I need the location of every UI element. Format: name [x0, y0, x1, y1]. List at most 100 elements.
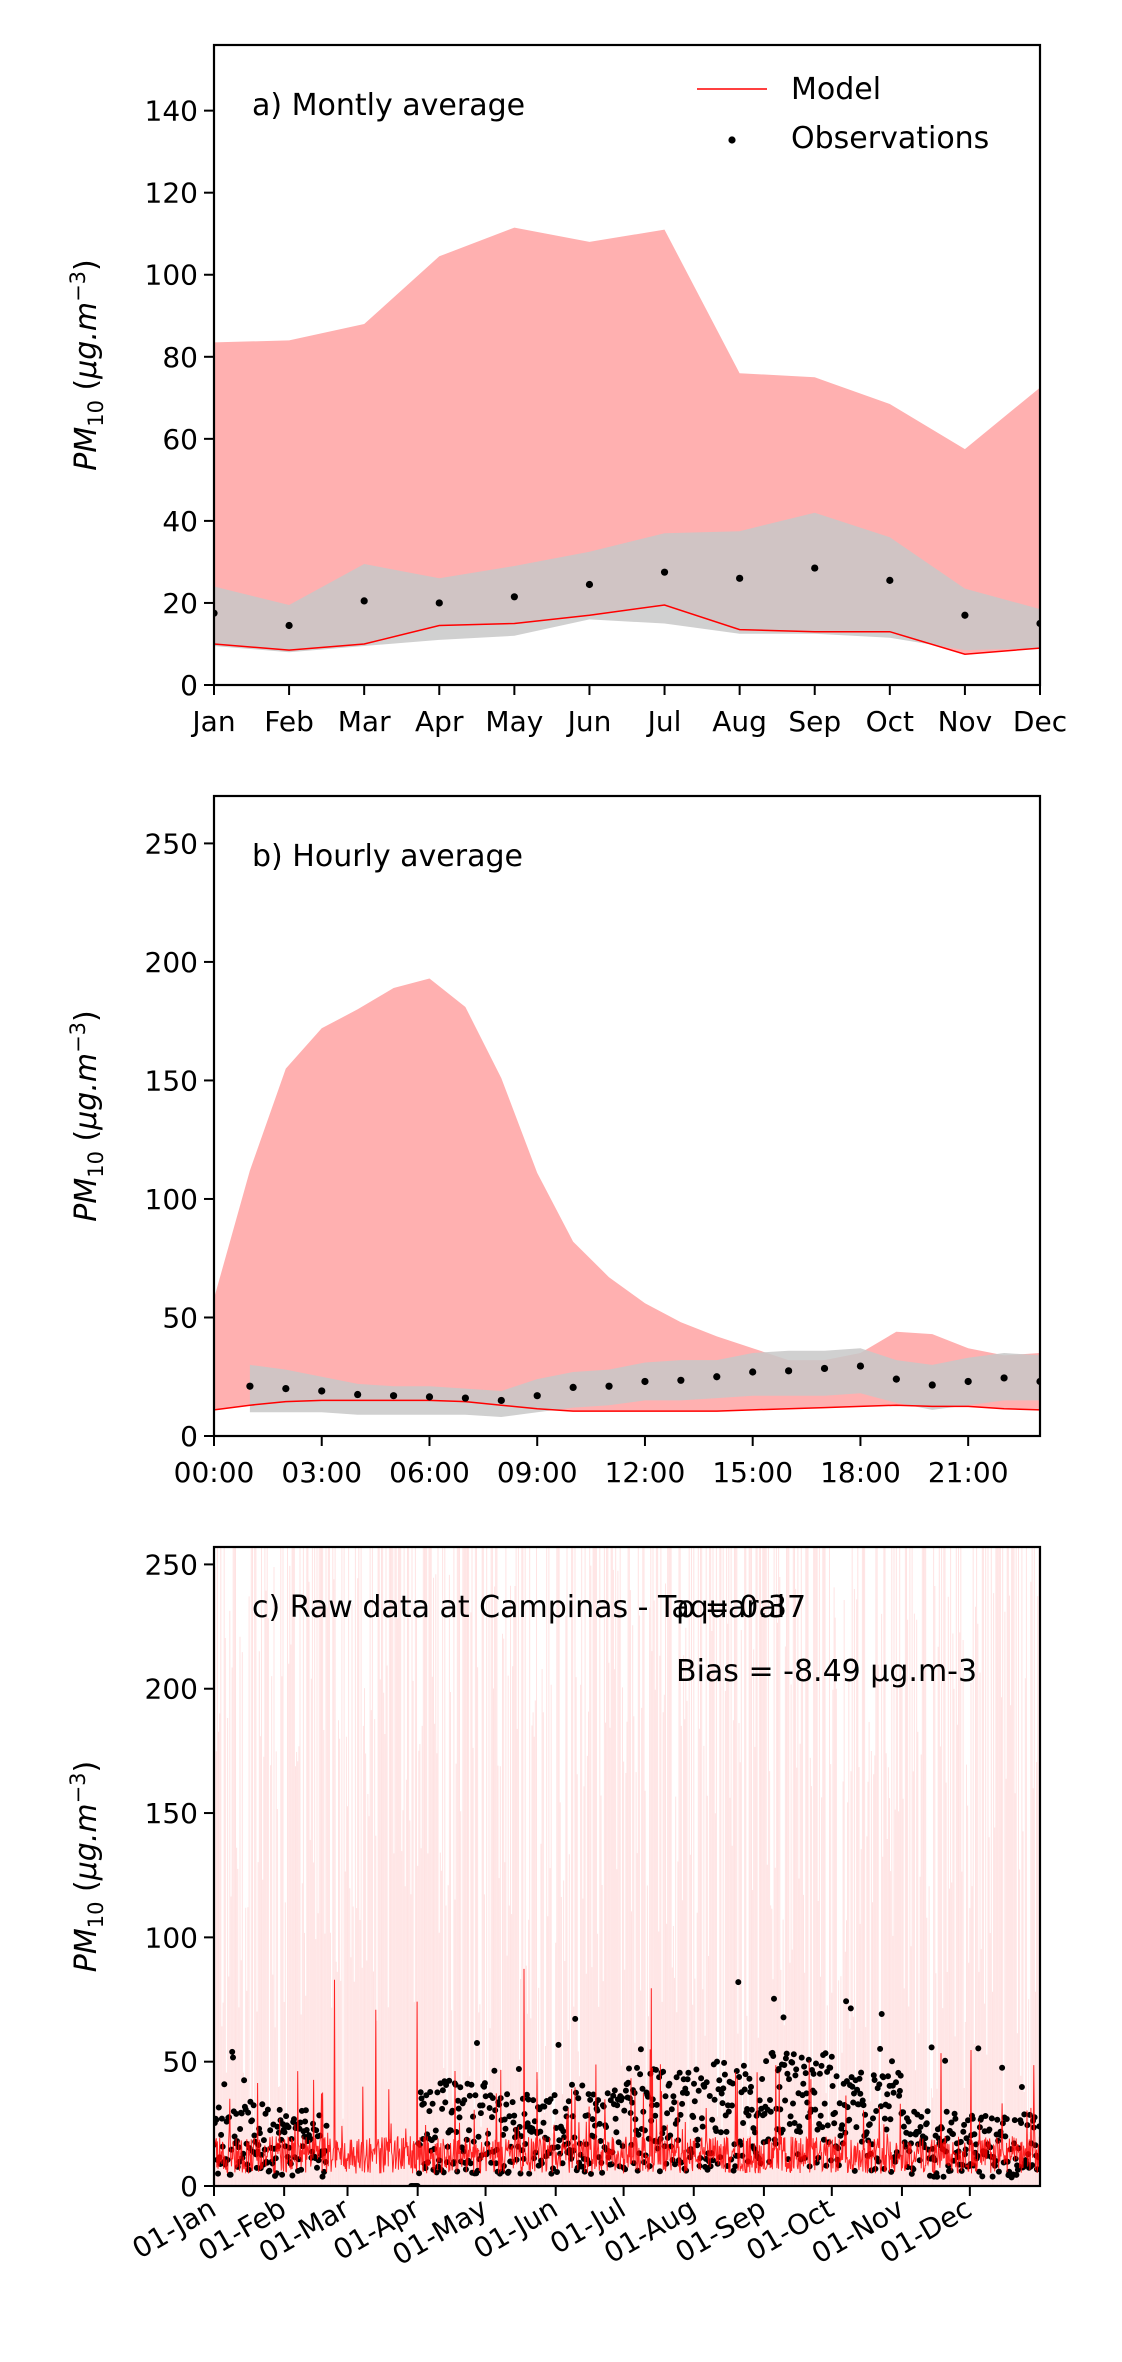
y-axis-label-part: μg.m — [69, 1053, 104, 1131]
legend: Model Observations — [697, 72, 989, 156]
y-tick-label: 40 — [162, 505, 198, 538]
x-tick-label: Aug — [712, 705, 767, 738]
observation-point — [497, 1396, 505, 1405]
y-axis-label-part: PM — [69, 1928, 104, 1972]
y-tick-label: 140 — [145, 95, 198, 128]
observation-point — [285, 621, 293, 630]
y-tick-label: 20 — [162, 587, 198, 620]
x-tick-label: 03:00 — [281, 1456, 362, 1489]
observation-point — [961, 611, 969, 619]
observation-point — [886, 576, 894, 584]
observation-point — [641, 1377, 649, 1386]
correlation-annotation: ρ = 0.37 — [676, 1590, 806, 1625]
y-axis-label-part: −3 — [66, 271, 90, 302]
y-axis-label: PM10 (μg.m−3) — [66, 259, 108, 471]
x-tick-label: Feb — [264, 705, 314, 738]
x-tick-label: Dec — [1013, 705, 1067, 738]
y-axis-label-part: ( — [69, 379, 104, 400]
x-tick-label: May — [485, 705, 543, 738]
model-spread — [214, 1547, 1040, 2186]
x-tick-label: Jun — [566, 705, 612, 738]
observation-points — [214, 1979, 1040, 2186]
y-axis-label-part: PM — [69, 1178, 104, 1222]
observation-point — [318, 1387, 326, 1395]
observation-point — [785, 1367, 793, 1375]
annotations: ρ = 0.37 Bias = -8.49 µg.m-3 — [676, 1590, 977, 1689]
model-band — [214, 978, 1040, 1412]
y-axis-label-part: PM — [69, 427, 104, 471]
y-axis-label-part: 10 — [84, 1902, 108, 1929]
chart-panel-2: 0 50 100 150 200 250 00:00 03:00 06:00 09:00 12:00… — [66, 794, 1042, 1489]
y-tick-label: 0 — [180, 1420, 198, 1453]
axes-frame — [212, 1545, 1042, 2188]
observation-band — [214, 512, 1040, 653]
plot-area — [214, 227, 1040, 655]
y-tick-label: 200 — [145, 946, 198, 979]
y-axis-label-text: PM10 (μg.m−3) — [66, 259, 108, 471]
legend-observations-label: Observations — [791, 121, 989, 156]
x-tick-label: 21:00 — [928, 1456, 1009, 1489]
plot-area — [214, 978, 1040, 1417]
y-tick-label: 250 — [145, 1548, 198, 1581]
y-tick-label: 200 — [145, 1673, 198, 1706]
y-tick-label: 250 — [145, 827, 198, 860]
x-tick-label: Jul — [646, 705, 682, 738]
observation-point — [736, 574, 744, 582]
chart-panel-1: 0 20 40 60 80 100 120 140 Jan Feb Mar Apr May Jun Jul A… — [66, 43, 1067, 738]
y-axis-label-part: ( — [69, 1130, 104, 1151]
observation-point — [677, 1376, 685, 1384]
y-axis-label-text: PM10 (μg.m−3) — [66, 1010, 108, 1222]
y-tick-label: 50 — [162, 2046, 198, 2079]
observation-point — [820, 1364, 829, 1373]
observation-point — [425, 1393, 434, 1401]
x-tick-label: Apr — [415, 705, 464, 738]
x-tick-label: 06:00 — [389, 1456, 470, 1489]
observation-point — [510, 593, 518, 601]
bias-annotation: Bias = -8.49 µg.m-3 — [676, 1654, 977, 1689]
observation-point — [749, 1368, 757, 1376]
y-tick-label: 120 — [145, 177, 198, 210]
y-tick-label: 60 — [162, 423, 198, 456]
y-axis-label-part: μg.m — [69, 1803, 104, 1881]
x-tick-label: 18:00 — [820, 1456, 901, 1489]
y-tick-label: 0 — [180, 669, 198, 702]
y-axis-label-text: PM10 (μg.m−3) — [66, 1761, 108, 1973]
observation-point — [354, 1390, 362, 1399]
observation-point — [461, 1394, 469, 1402]
x-tick-label: Mar — [338, 705, 391, 738]
observation-point — [964, 1377, 972, 1386]
plot-area — [214, 1547, 1040, 2186]
axes-frame — [212, 43, 1042, 687]
model-line — [214, 1399, 1040, 1412]
y-tick-label: 0 — [180, 2170, 198, 2203]
y-tick-label: 80 — [162, 341, 198, 374]
y-tick-label: 150 — [145, 1797, 198, 1830]
x-tick-label: 00:00 — [174, 1456, 255, 1489]
observation-point — [435, 599, 443, 607]
y-tick-label: 100 — [145, 259, 198, 292]
y-axis-label-part: ) — [69, 1761, 104, 1773]
legend-observations-swatch — [728, 136, 736, 144]
y-axis-label-part: ) — [69, 1010, 104, 1022]
observation-point — [605, 1382, 613, 1390]
axes-frame — [212, 794, 1042, 1438]
x-tick-label: Jan — [190, 705, 235, 738]
observation-point — [533, 1392, 541, 1400]
observation-point — [660, 568, 669, 576]
y-tick-label: 100 — [145, 1921, 198, 1954]
observation-point — [928, 1381, 936, 1389]
y-tick-label: 50 — [162, 1301, 198, 1334]
observation-point — [811, 564, 819, 572]
y-axis-label-part: 10 — [84, 1151, 108, 1178]
x-tick-label: 12:00 — [605, 1456, 686, 1489]
x-tick-label: 15:00 — [712, 1456, 793, 1489]
y-axis-label: PM10 (μg.m−3) — [66, 1010, 108, 1222]
y-tick-label: 150 — [145, 1064, 198, 1097]
observation-point — [1000, 1374, 1008, 1382]
panel-title: c) Raw data at Campinas - Taquaral — [252, 1590, 785, 1625]
x-tick-label: 09:00 — [497, 1456, 578, 1489]
legend-model-label: Model — [791, 72, 881, 107]
model-line — [214, 604, 1040, 655]
y-axis-label-part: ) — [69, 259, 104, 271]
